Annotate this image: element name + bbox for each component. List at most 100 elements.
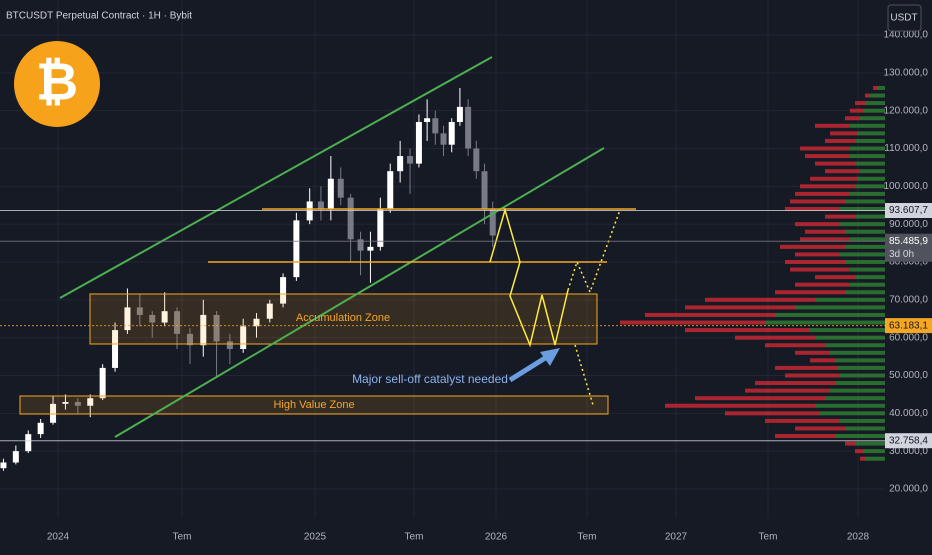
vp-buy (855, 184, 885, 189)
candle-body (327, 178, 334, 210)
vp-sell (765, 418, 840, 423)
candle-body (74, 401, 81, 406)
currency-button[interactable] (887, 4, 922, 32)
vp-buy (835, 358, 885, 363)
vp-sell (775, 290, 845, 295)
vp-sell (815, 123, 850, 128)
vp-sell (855, 449, 863, 454)
price-tag (885, 233, 932, 262)
vp-buy (835, 381, 885, 386)
y-tick-label: 60.000,0 (889, 332, 928, 343)
channel-upper (59, 56, 493, 299)
price-lines (0, 210, 885, 442)
arrow-head (540, 348, 560, 366)
vp-buy (850, 237, 885, 242)
x-tick-label: 2024 (47, 532, 70, 543)
volume-profile (620, 85, 885, 461)
vp-sell (790, 199, 845, 204)
candle-body (337, 178, 344, 198)
vp-sell (795, 350, 830, 355)
projection-bear (574, 344, 594, 406)
vp-sell (685, 305, 795, 310)
candle-body (226, 341, 233, 350)
vp-buy (840, 418, 885, 423)
vp-sell (855, 101, 865, 106)
vp-buy (850, 267, 885, 272)
candle-body (161, 311, 168, 323)
candle-body (99, 367, 106, 399)
vp-sell (795, 191, 850, 196)
annotation: Major sell-off catalyst needed (352, 372, 508, 386)
vp-buy (830, 388, 885, 393)
vp-sell (695, 396, 825, 401)
vp-buy (840, 252, 885, 257)
vp-sell (735, 335, 815, 340)
vp-sell (775, 434, 835, 439)
vp-buy (845, 229, 885, 234)
currency-button-label[interactable]: USDT (890, 13, 917, 24)
grid (0, 0, 885, 518)
annotation: Accumulation Zone (296, 312, 390, 324)
vp-sell (825, 169, 860, 174)
annotation: High Value Zone (273, 399, 354, 411)
vp-sell (725, 411, 820, 416)
vp-buy (765, 320, 885, 325)
vp-sell (815, 275, 855, 280)
x-tick-label: Tem (173, 532, 192, 543)
price-tag (885, 433, 932, 449)
vp-buy (845, 244, 885, 249)
y-tick-label: 140.000,0 (884, 30, 929, 41)
vp-sell (825, 214, 855, 219)
vp-buy (830, 350, 885, 355)
vp-buy (820, 411, 885, 416)
vp-buy (863, 449, 885, 454)
vp-buy (810, 328, 885, 333)
vp-sell (805, 154, 850, 159)
vp-buy (877, 85, 885, 90)
vp-buy (855, 214, 885, 219)
y-tick-label: 120.000,0 (884, 105, 929, 116)
candle-body (253, 318, 260, 327)
price-tag-label: 93.607,7 (889, 205, 928, 216)
vp-sell (755, 381, 835, 386)
vp-sell (830, 131, 857, 136)
candle-body (149, 314, 156, 323)
candle-body (456, 106, 463, 123)
candle-body (440, 133, 447, 145)
vp-buy (865, 101, 885, 106)
candle-body (367, 246, 374, 251)
candle-body (377, 209, 384, 247)
candle-body (136, 307, 143, 315)
candle-body (174, 311, 181, 334)
high-value-zone (19, 395, 609, 415)
vp-sell (745, 388, 830, 393)
vp-buy (870, 93, 885, 98)
projection-bull (567, 209, 621, 295)
candle-body (473, 148, 480, 172)
vp-buy (855, 275, 885, 280)
candle-body (37, 422, 44, 435)
vp-buy (835, 434, 885, 439)
x-tick-label: 2025 (304, 532, 327, 543)
price-axis (885, 0, 932, 550)
drawings: Accumulation Zone Major sell-off catalys… (19, 56, 636, 438)
vp-buy (860, 116, 885, 121)
vp-sell (815, 161, 855, 166)
candle-body (186, 333, 193, 346)
candle-body (407, 156, 414, 164)
vp-sell (790, 267, 850, 272)
candle-body (397, 156, 404, 172)
x-tick-label: Tem (578, 532, 597, 543)
x-tick-label: 2027 (665, 532, 688, 543)
price-tag (885, 203, 932, 219)
x-tick-label: 2026 (485, 532, 508, 543)
chart-title: BTCUSDT Perpetual Contract · 1H · Bybit (6, 11, 192, 22)
candle-body (415, 122, 422, 164)
candle-body (0, 462, 7, 469)
candle-body (481, 171, 488, 210)
vp-buy (855, 161, 885, 166)
candles (0, 87, 496, 471)
y-tick-label: 130.000,0 (884, 67, 929, 78)
vp-buy (815, 297, 885, 302)
